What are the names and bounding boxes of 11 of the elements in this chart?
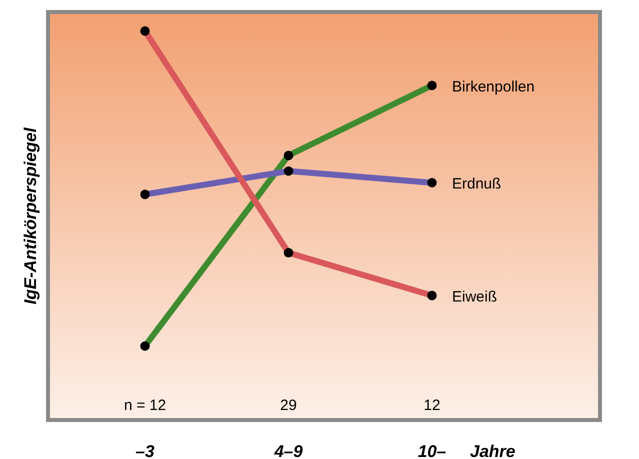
series-label: Erdnuß — [452, 176, 502, 193]
series-label: Eiweiß — [452, 288, 498, 306]
annotation: n = 12 — [124, 397, 166, 414]
x-tick-label: 4–9 — [273, 442, 304, 459]
annotation: 29 — [280, 397, 297, 414]
series-label: Birkenpollen — [452, 78, 535, 96]
x-axis-title: Jahre — [470, 442, 516, 459]
y-axis-title: IgE-Antikörperspiegel — [21, 126, 40, 304]
annotation: 12 — [424, 397, 440, 414]
x-tick-label: 10– — [418, 442, 447, 459]
x-tick-label: –3 — [136, 442, 155, 459]
